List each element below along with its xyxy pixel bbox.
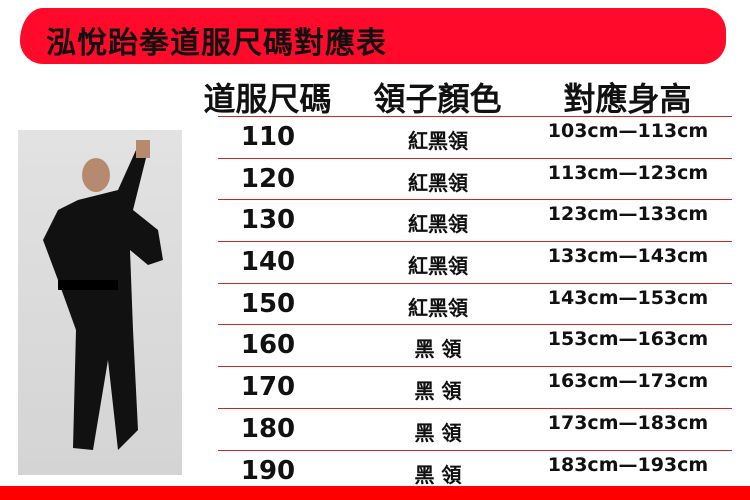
collar-cell: 紅黑領 — [408, 212, 468, 237]
table-row: 150 紅黑領 143cm—153cm — [218, 282, 732, 325]
header-size: 道服尺碼 — [203, 80, 332, 118]
size-cell: 130 — [240, 205, 296, 236]
page-title: 泓悅跆拳道服尺碼對應表 — [46, 26, 387, 61]
table-row: 120 紅黑領 113cm—123cm — [218, 157, 732, 200]
size-cell: 140 — [240, 247, 296, 278]
collar-cell: 紅黑領 — [408, 295, 468, 320]
collar-cell: 紅黑領 — [408, 170, 468, 195]
table-row: 160 黑 領 153cm—163cm — [218, 324, 732, 366]
size-cell: 110 — [240, 122, 296, 152]
table-row: 180 黑 領 173cm—183cm — [218, 407, 732, 450]
height-cell: 123cm—133cm — [547, 203, 709, 226]
table-row: 130 紅黑領 123cm—133cm — [218, 199, 732, 241]
height-cell: 163cm—173cm — [547, 370, 709, 393]
height-cell: 143cm—153cm — [547, 286, 709, 309]
table-row: 170 黑 領 163cm—173cm — [218, 366, 732, 408]
title-banner: 泓悅跆拳道服尺碼對應表 — [20, 8, 726, 64]
header-collar: 領子顏色 — [373, 80, 502, 118]
size-cell: 170 — [240, 372, 296, 403]
size-cell: 160 — [240, 330, 296, 361]
collar-cell: 黑 領 — [414, 420, 462, 445]
height-cell: 113cm—123cm — [547, 161, 709, 184]
size-cell: 180 — [240, 413, 296, 444]
height-cell: 173cm—183cm — [547, 411, 709, 434]
collar-cell: 紅黑領 — [408, 129, 468, 153]
footer-bar — [0, 486, 750, 500]
collar-cell: 黑 領 — [414, 462, 462, 487]
table-row: 140 紅黑領 133cm—143cm — [218, 241, 732, 283]
size-cell: 190 — [240, 455, 296, 486]
header-height: 對應身高 — [563, 80, 692, 118]
table-row: 190 黑 領 183cm—193cm — [218, 449, 732, 492]
height-cell: 153cm—163cm — [547, 328, 709, 351]
collar-cell: 黑 領 — [414, 379, 462, 404]
height-cell: 183cm—193cm — [547, 453, 709, 476]
size-table: 110 紅黑領 103cm—113cm 120 紅黑領 113cm—123cm 130 紅黑領… — [218, 116, 732, 491]
collar-cell: 黑 領 — [414, 337, 462, 362]
height-cell: 103cm—113cm — [547, 120, 709, 142]
table-row: 110 紅黑領 103cm—113cm — [218, 116, 732, 158]
collar-cell: 紅黑領 — [408, 254, 468, 279]
height-cell: 133cm—143cm — [547, 245, 709, 268]
size-cell: 120 — [240, 163, 296, 194]
size-cell: 150 — [240, 288, 296, 319]
taekwondo-kick-photo — [18, 130, 182, 475]
